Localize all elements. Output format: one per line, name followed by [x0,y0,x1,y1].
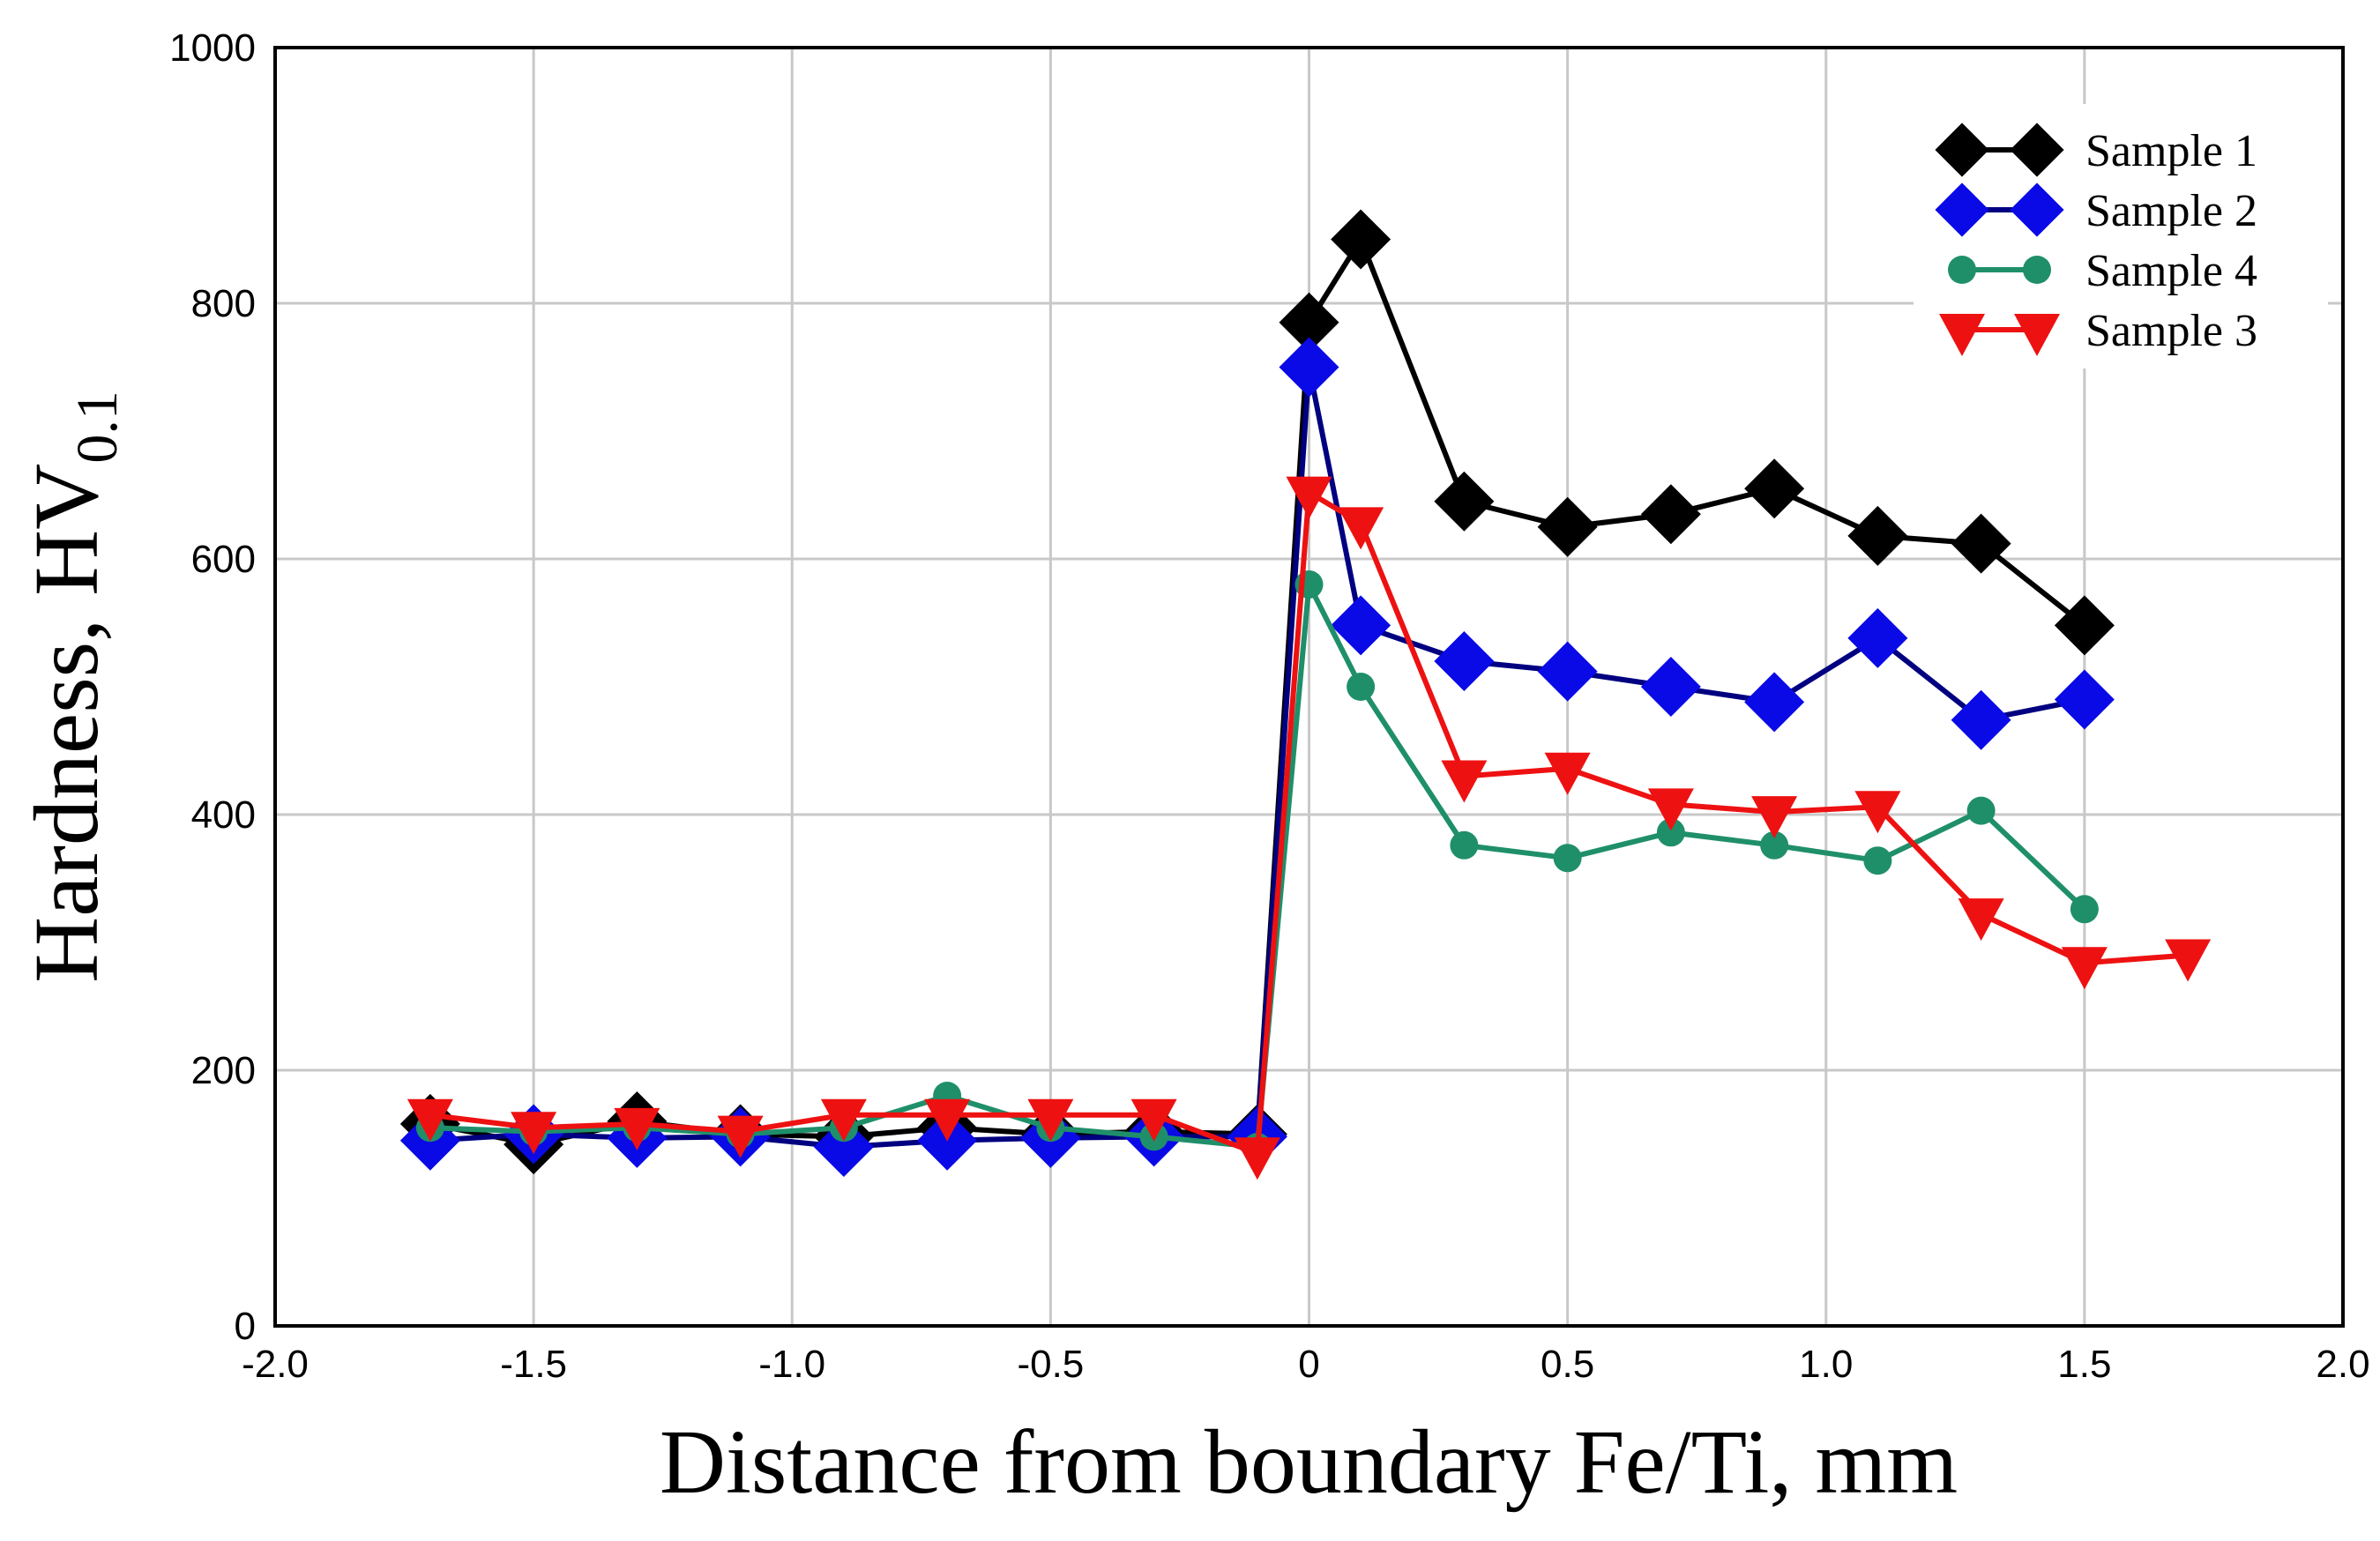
legend-marker [1948,256,1976,284]
data-point [1338,507,1384,550]
legend-item: Sample 3 [1939,306,2257,356]
legend-marker [1935,182,1989,237]
y-tick-label: 200 [191,1049,256,1092]
x-axis-title: Distance from boundary Fe/Ti, mm [660,1411,1958,1513]
legend-marker [2010,123,2064,177]
data-point [1331,595,1391,656]
data-point [924,1098,971,1142]
data-point [820,1098,867,1142]
legend-item: Sample 2 [1935,182,2257,237]
data-point [1434,631,1495,691]
data-point [2061,947,2108,990]
series-layer [399,209,2212,1180]
data-point [813,1117,874,1177]
data-point [2070,895,2099,924]
data-point [2165,939,2212,982]
series-sample-2 [399,337,2115,1177]
y-tick-label: 400 [191,793,256,837]
y-axis-title: Hardness, HV0.1 [16,391,130,983]
series-line [429,236,2086,1148]
legend-label: Sample 1 [2085,126,2257,176]
data-point [614,1107,660,1150]
data-point [1450,830,1479,860]
x-tick-label: 1.0 [1799,1343,1853,1386]
data-point [1958,898,2004,942]
data-point [1027,1098,1074,1142]
series-line [429,582,2086,1150]
data-point [1130,1098,1177,1142]
data-point [407,1098,453,1142]
data-point [1656,818,1685,847]
data-point [1279,337,1339,398]
legend-label: Sample 3 [2085,306,2257,356]
plot-frame [273,46,2345,1328]
legend-marker [2010,182,2064,237]
data-point [1751,796,1798,839]
data-point [1744,458,1805,519]
legend-item: Sample 1 [1935,123,2257,177]
data-point [1537,496,1598,557]
series-line [429,364,2085,1150]
data-point [1647,788,1694,831]
data-point [1441,760,1488,803]
y-tick-label: 1000 [169,26,256,70]
data-point [2054,669,2115,730]
data-point [1434,471,1495,532]
data-point [1640,657,1701,717]
y-axis-title-subscript: 0.1 [65,391,130,464]
data-point [1331,209,1391,270]
y-tick-label: 0 [235,1305,256,1348]
data-point [1744,672,1805,733]
legend-marker [1935,123,1989,177]
tick-labels: -2.0 -1.5 -1.0 -0.5 0 0.5 1.0 1.5 2.0 0 200 400 600 8… [169,26,2369,1386]
x-tick-label: 0 [1298,1343,1319,1386]
data-point [1847,505,1908,566]
data-point [1553,844,1582,873]
data-point [1951,689,2011,750]
y-axis-title-main: Hardness, HV [16,464,117,983]
series-sample-1 [399,209,2115,1175]
data-point [1847,607,1908,668]
x-tick-label: -1.5 [500,1343,567,1386]
data-point [1286,476,1332,519]
x-tick-label: -1.0 [758,1343,825,1386]
x-tick-label: 1.5 [2057,1343,2111,1386]
data-point [1760,830,1789,860]
legend-marker [2023,256,2051,284]
data-point [1640,484,1701,545]
legend-label: Sample 4 [2085,246,2257,296]
legend-marker [1939,314,1985,356]
y-tick-label: 600 [191,538,256,581]
series-sample-3 [407,476,2212,1180]
data-point [717,1115,764,1158]
data-point [1544,752,1591,795]
x-tick-label: 2.0 [2316,1343,2369,1386]
legend-label: Sample 2 [2085,186,2257,236]
data-point [1966,796,1996,825]
data-point [1863,846,1892,875]
data-point [2054,595,2115,656]
legend-item: Sample 4 [1948,246,2257,296]
data-point [1347,673,1376,701]
data-point [1537,641,1598,702]
x-tick-label: -2.0 [242,1343,309,1386]
data-point [1854,791,1901,834]
y-tick-label: 800 [191,282,256,325]
data-point [1234,1137,1280,1180]
data-point [1951,513,2011,574]
x-tick-label: 0.5 [1541,1343,1594,1386]
data-point [511,1112,557,1155]
data-point [1279,292,1339,353]
legend-marker [2014,314,2060,356]
x-tick-label: -0.5 [1017,1343,1084,1386]
legend: Sample 1 Sample 2 Sample 4 Sample 3 [1914,104,2328,368]
